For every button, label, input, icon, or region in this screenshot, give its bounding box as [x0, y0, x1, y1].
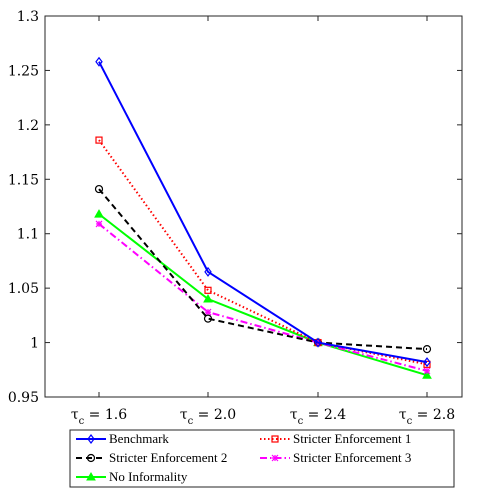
- series-point: [203, 294, 213, 303]
- legend-item: Stricter Enforcement 3: [260, 450, 411, 465]
- legend-label: Stricter Enforcement 1: [293, 431, 411, 446]
- series-point: [86, 453, 96, 463]
- series-point: [95, 56, 103, 67]
- series-point: [422, 345, 432, 354]
- y-tick-label: 1.1: [17, 227, 39, 243]
- series-line: [98, 188, 428, 351]
- y-tick-label: 1.3: [17, 9, 39, 25]
- legend-item: No Informality: [76, 469, 188, 484]
- legend-label: No Informality: [109, 469, 188, 484]
- series-point: [94, 209, 104, 218]
- series-point: [271, 454, 279, 462]
- series-point: [314, 337, 322, 348]
- series-point: [204, 286, 212, 294]
- series-line: [98, 223, 428, 372]
- series-point: [422, 370, 432, 379]
- legend-item: Stricter Enforcement 2: [76, 450, 227, 465]
- series-stricter-enforcement-2: [94, 184, 432, 354]
- y-tick-label: 1.25: [8, 63, 39, 79]
- series-line: [98, 213, 428, 377]
- series-point: [87, 434, 95, 444]
- series-point: [94, 184, 104, 194]
- series-point: [271, 435, 279, 443]
- series-point: [423, 357, 431, 368]
- legend-item: Stricter Enforcement 1: [260, 431, 411, 446]
- x-tick-label: τc = 1.6: [71, 407, 127, 427]
- series-point: [86, 471, 96, 481]
- series-line: [98, 61, 428, 364]
- y-tick-label: 1.2: [17, 118, 39, 134]
- legend-item: Benchmark: [76, 431, 169, 446]
- legend-label: Benchmark: [109, 431, 169, 446]
- axes-box: [44, 15, 463, 398]
- series-stricter-enforcement-1: [95, 136, 431, 368]
- series-line: [98, 139, 428, 366]
- y-tick-label: 1: [30, 336, 39, 352]
- series-point: [95, 136, 103, 144]
- plot-area: 0.95 1 1.05 1.1 1.15 1.2 1.25 1.3 τc = 1.6 τc = 2…: [8, 9, 463, 427]
- series-point: [204, 308, 212, 316]
- y-tick-label: 1.15: [8, 172, 39, 188]
- y-tick-label: 1.05: [8, 281, 39, 297]
- x-tick-label: τc = 2.0: [180, 407, 236, 427]
- legend-label: Stricter Enforcement 3: [293, 450, 411, 465]
- y-tick-label: 0.95: [8, 390, 39, 406]
- legend: Benchmark Stricter Enforcement 1 Stricter …: [69, 429, 455, 488]
- series-point: [95, 220, 103, 228]
- series-point: [423, 367, 431, 375]
- x-tick-label: τc = 2.4: [290, 407, 346, 427]
- series-point: [204, 266, 212, 277]
- legend-label: Stricter Enforcement 2: [109, 450, 227, 465]
- series-point: [203, 314, 213, 323]
- series-benchmark: [95, 56, 431, 368]
- x-tick-label: τc = 2.8: [399, 407, 455, 427]
